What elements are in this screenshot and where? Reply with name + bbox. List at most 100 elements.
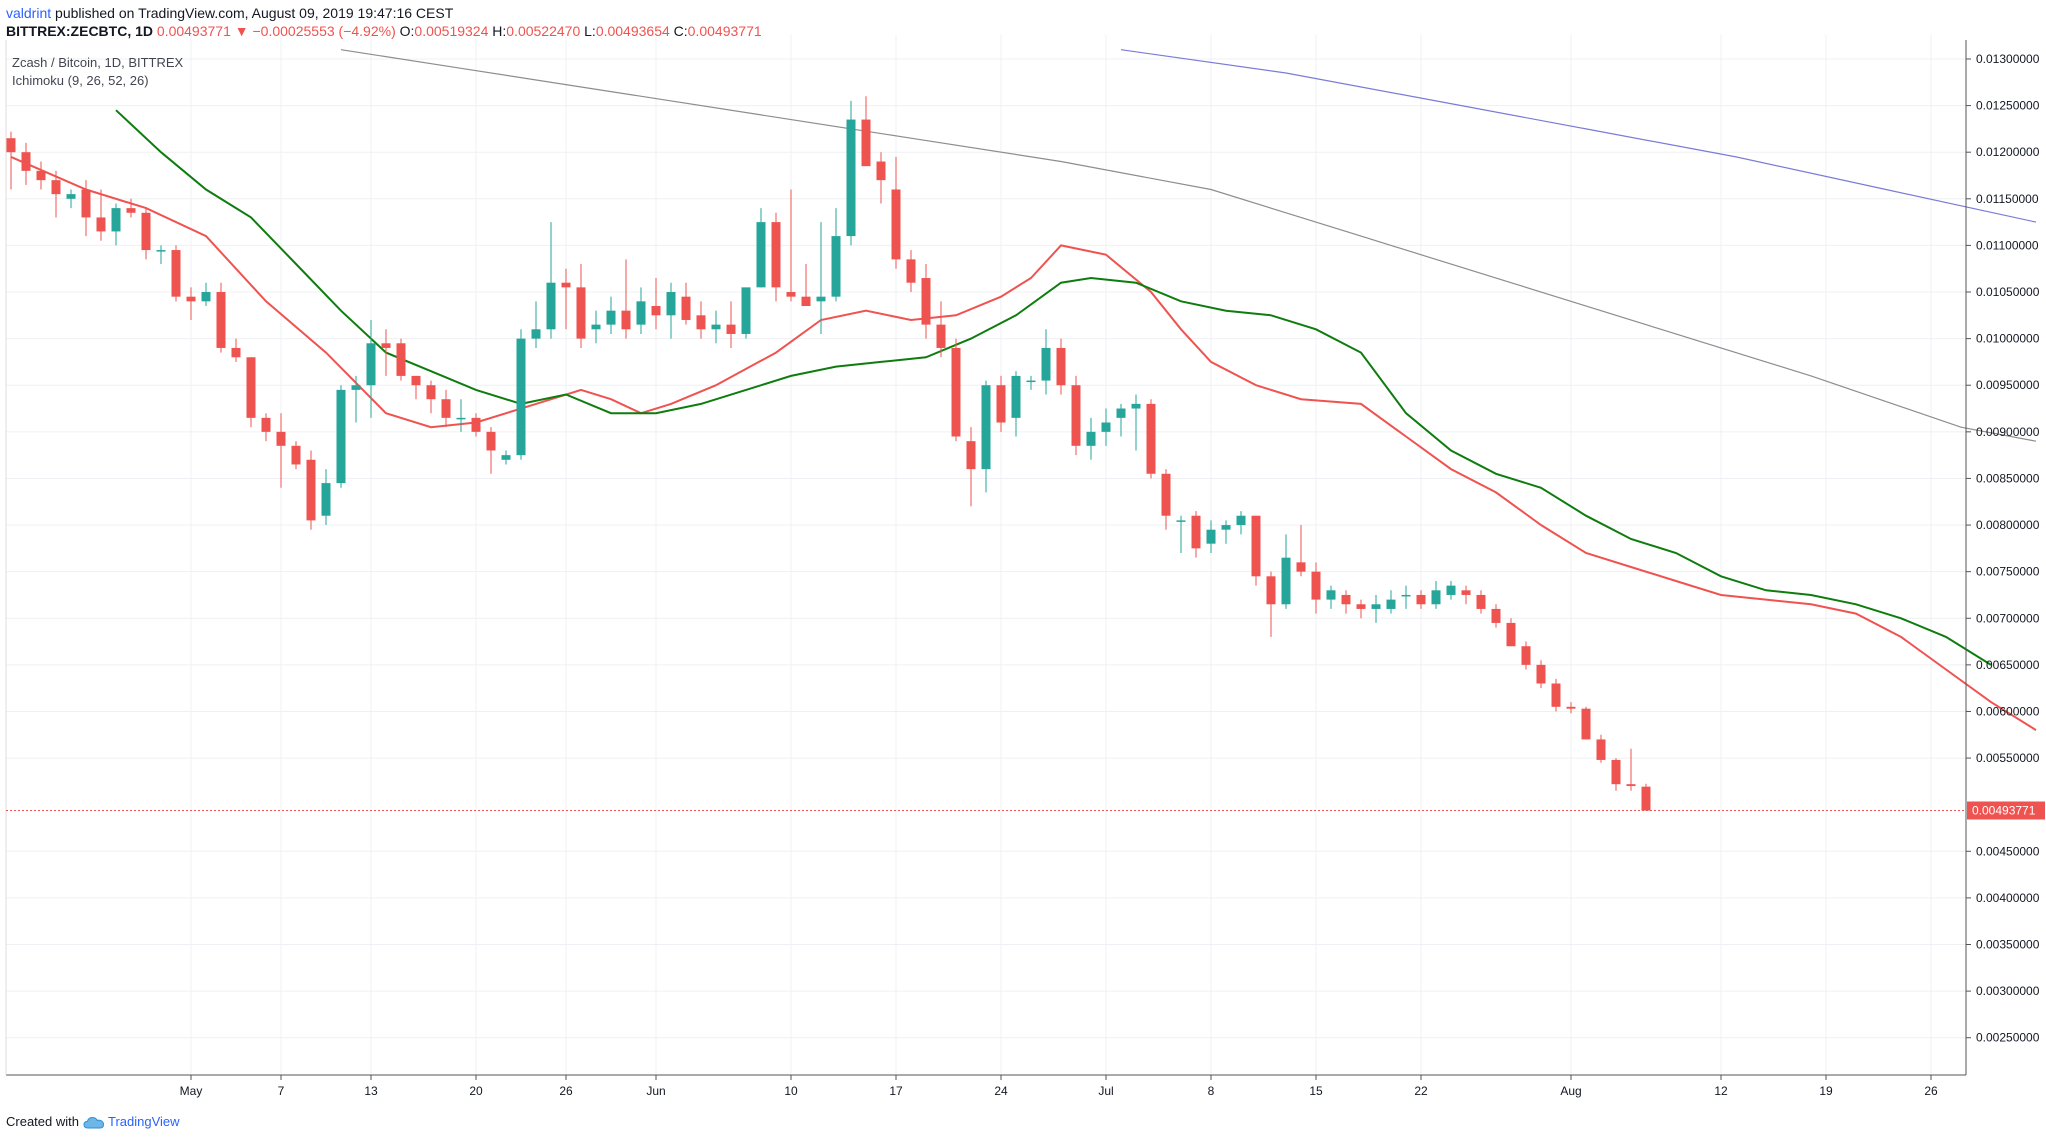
- last-price: 0.00493771: [156, 23, 231, 39]
- y-tick-label: 0.00350000: [1976, 938, 2040, 952]
- candle-body: [1461, 590, 1471, 595]
- candle: [1056, 338, 1066, 395]
- candle: [951, 338, 961, 442]
- candle-body: [561, 282, 571, 288]
- y-tick-label: 0.01150000: [1976, 192, 2039, 206]
- candle-body: [1266, 576, 1276, 605]
- indicator-title[interactable]: Ichimoku (9, 26, 52, 26): [12, 73, 149, 88]
- candle: [51, 170, 61, 218]
- candle-body: [456, 417, 466, 420]
- candle: [561, 268, 571, 330]
- candle: [906, 250, 916, 293]
- candle-body: [21, 152, 31, 171]
- candle: [666, 282, 676, 339]
- author-link[interactable]: valdrint: [6, 5, 52, 21]
- candle-body: [126, 208, 136, 213]
- candle-body: [351, 385, 361, 390]
- candle: [36, 161, 46, 190]
- candle-body: [651, 305, 661, 316]
- candle: [1311, 562, 1321, 614]
- candle: [771, 212, 781, 302]
- x-tick-label: 12: [1714, 1084, 1728, 1098]
- candle: [1221, 520, 1231, 544]
- candle: [111, 203, 121, 246]
- candle: [1626, 748, 1636, 791]
- candle-body: [291, 445, 301, 465]
- candle-body: [1566, 706, 1576, 709]
- candle: [726, 301, 736, 348]
- candle: [696, 301, 706, 339]
- candle-body: [81, 189, 91, 218]
- candle-body: [861, 119, 871, 167]
- candle-body: [1236, 515, 1246, 526]
- candle: [171, 245, 181, 302]
- candle-body: [576, 287, 586, 339]
- candle-body: [231, 347, 241, 358]
- candle-body: [621, 310, 631, 330]
- close-label: C:: [673, 23, 688, 39]
- x-tick-label: 17: [889, 1084, 903, 1098]
- y-tick-label: 0.00600000: [1976, 704, 2040, 718]
- candle-body: [1626, 784, 1636, 787]
- candle-body: [171, 250, 181, 297]
- low-label: L:: [584, 23, 596, 39]
- candle: [1641, 783, 1651, 811]
- candle: [1086, 417, 1096, 460]
- candle: [891, 156, 901, 269]
- y-tick-label: 0.00800000: [1976, 518, 2040, 532]
- candle: [1446, 580, 1456, 600]
- candle: [96, 189, 106, 241]
- candle: [1596, 734, 1606, 763]
- tradingview-link[interactable]: TradingView: [108, 1114, 180, 1129]
- candle-body: [1131, 403, 1141, 409]
- indicator-line: [115, 109, 1992, 666]
- chart-axes: 0.01300000 0.01250000 0.01200000 0.01150000…: [5, 40, 2045, 1098]
- candle: [246, 357, 256, 428]
- candle-body: [1491, 608, 1501, 623]
- candle-body: [51, 180, 61, 195]
- candle-body: [66, 194, 76, 199]
- candle-body: [201, 292, 211, 302]
- candle: [516, 329, 526, 460]
- candle: [1266, 571, 1276, 637]
- candle-body: [501, 455, 511, 460]
- candle-body: [321, 483, 331, 516]
- candle: [996, 375, 1006, 432]
- y-tick-label: 0.00400000: [1976, 891, 2040, 905]
- footer: Created with TradingView: [6, 1114, 180, 1130]
- candle-body: [936, 324, 946, 348]
- candle: [1326, 585, 1336, 609]
- candle-body: [1161, 473, 1171, 516]
- candle: [366, 319, 376, 418]
- candle-body: [1401, 594, 1411, 597]
- candle-body: [276, 431, 286, 446]
- candle: [921, 264, 931, 339]
- candle-body: [1011, 375, 1021, 418]
- candle-body: [951, 347, 961, 437]
- x-tick-label: 20: [469, 1084, 483, 1098]
- candle: [1101, 408, 1111, 446]
- candle-body: [1596, 739, 1606, 760]
- open-label: O:: [399, 23, 415, 39]
- candle: [1176, 515, 1186, 554]
- candle-body: [411, 375, 421, 386]
- candle: [756, 208, 766, 288]
- candle-body: [246, 357, 256, 418]
- candle: [336, 385, 346, 488]
- candle-body: [1476, 594, 1486, 609]
- candle-body: [1251, 515, 1261, 577]
- candle-body: [426, 385, 436, 400]
- candle: [201, 282, 211, 306]
- candle: [291, 441, 301, 470]
- candle-body: [1116, 408, 1126, 418]
- candle-body: [786, 292, 796, 297]
- candle-body: [696, 315, 706, 330]
- candle: [396, 338, 406, 381]
- candle-body: [606, 310, 616, 325]
- change-arrow-icon: ▼: [234, 23, 249, 39]
- series-title[interactable]: Zcash / Bitcoin, 1D, BITTREX: [12, 55, 184, 70]
- y-tick-label: 0.00700000: [1976, 611, 2040, 625]
- candle: [1461, 585, 1471, 605]
- candle: [471, 413, 481, 437]
